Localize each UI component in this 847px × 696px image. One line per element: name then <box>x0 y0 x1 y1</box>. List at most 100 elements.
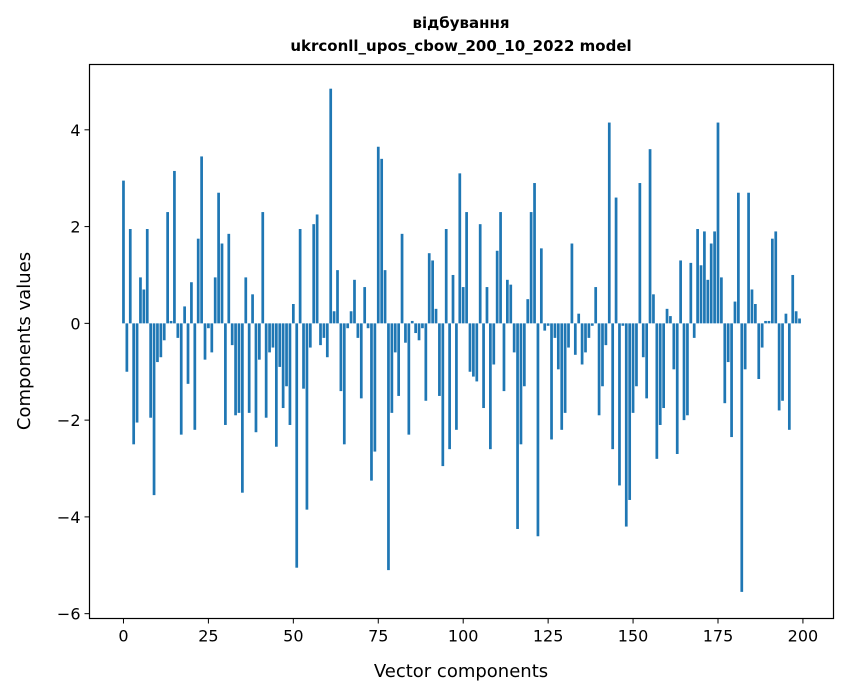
x-tick-label: 0 <box>118 627 128 646</box>
bar <box>268 323 271 353</box>
bar <box>533 183 536 324</box>
bar <box>720 277 723 324</box>
bar <box>213 277 217 324</box>
bar <box>407 323 411 435</box>
bar <box>169 320 173 324</box>
bar <box>652 294 655 324</box>
bar <box>468 323 472 372</box>
bar <box>387 323 390 571</box>
bar <box>740 323 744 592</box>
bar <box>665 308 669 324</box>
bar <box>597 323 601 416</box>
bar <box>764 320 767 324</box>
bar <box>536 323 540 537</box>
bar <box>363 287 367 324</box>
bar <box>794 311 798 324</box>
bar <box>726 323 730 363</box>
bar <box>438 323 441 396</box>
bar <box>234 323 237 416</box>
bar <box>556 323 560 370</box>
bar <box>179 323 183 435</box>
bar <box>601 323 604 387</box>
x-axis: 0 25 50 75 100 125 150 175 200 <box>118 618 818 646</box>
bar <box>590 323 594 326</box>
bar <box>319 323 322 346</box>
bar <box>618 323 621 486</box>
bar <box>791 274 795 324</box>
x-tick-label: 100 <box>448 627 479 646</box>
bar <box>353 279 356 324</box>
bar <box>196 238 200 324</box>
bar <box>244 277 248 324</box>
bar <box>308 323 312 348</box>
bar <box>645 323 649 399</box>
bar <box>410 320 414 324</box>
bar <box>220 243 224 324</box>
bar <box>295 323 299 568</box>
bar <box>132 323 136 445</box>
bar <box>278 323 282 367</box>
bar <box>455 323 458 430</box>
bar <box>291 304 295 324</box>
bar <box>414 323 417 334</box>
bar <box>611 323 615 450</box>
bar <box>655 323 659 459</box>
bar <box>770 238 774 324</box>
bar <box>404 323 407 343</box>
bar <box>658 323 662 425</box>
bar <box>512 323 516 353</box>
bar <box>787 323 791 430</box>
bar <box>139 277 142 324</box>
bar <box>478 224 482 324</box>
bar <box>699 265 703 324</box>
bar <box>750 289 754 324</box>
bar <box>125 323 129 372</box>
bar <box>376 146 380 324</box>
bar <box>217 192 220 324</box>
bar <box>675 323 679 454</box>
bar <box>499 212 502 324</box>
bar <box>315 214 319 324</box>
bar <box>777 323 781 411</box>
bar <box>706 279 710 324</box>
bar <box>475 323 479 382</box>
bar <box>329 88 333 324</box>
bar <box>427 253 431 324</box>
bar <box>312 224 316 324</box>
bar <box>553 323 557 338</box>
bar <box>207 323 210 329</box>
x-tick-label: 25 <box>198 627 218 646</box>
bar <box>258 323 261 360</box>
bar <box>526 299 530 324</box>
bar <box>448 323 451 450</box>
bar <box>288 323 292 425</box>
bar <box>550 323 553 440</box>
bar <box>325 323 329 358</box>
y-tick-label: −6 <box>57 605 81 624</box>
bar <box>774 231 778 324</box>
bar <box>166 212 169 324</box>
bar <box>254 323 258 433</box>
bar <box>241 323 244 493</box>
bar <box>346 323 350 329</box>
bar <box>424 323 428 401</box>
bar <box>730 323 733 438</box>
x-axis-label: Vector components <box>374 661 548 682</box>
plot-area-frame <box>88 63 835 620</box>
bar <box>176 323 180 338</box>
bar <box>224 323 227 425</box>
bar <box>339 323 343 392</box>
bar <box>149 323 153 418</box>
bar <box>152 323 156 496</box>
bar <box>662 323 665 409</box>
bar <box>713 231 716 324</box>
bar <box>703 231 706 324</box>
bar <box>159 323 163 358</box>
bar <box>760 323 764 348</box>
bar <box>421 323 424 329</box>
y-tick-label: −2 <box>57 411 81 430</box>
bar <box>781 323 784 401</box>
bar <box>380 158 384 324</box>
bar <box>302 323 305 389</box>
bar <box>502 323 506 392</box>
